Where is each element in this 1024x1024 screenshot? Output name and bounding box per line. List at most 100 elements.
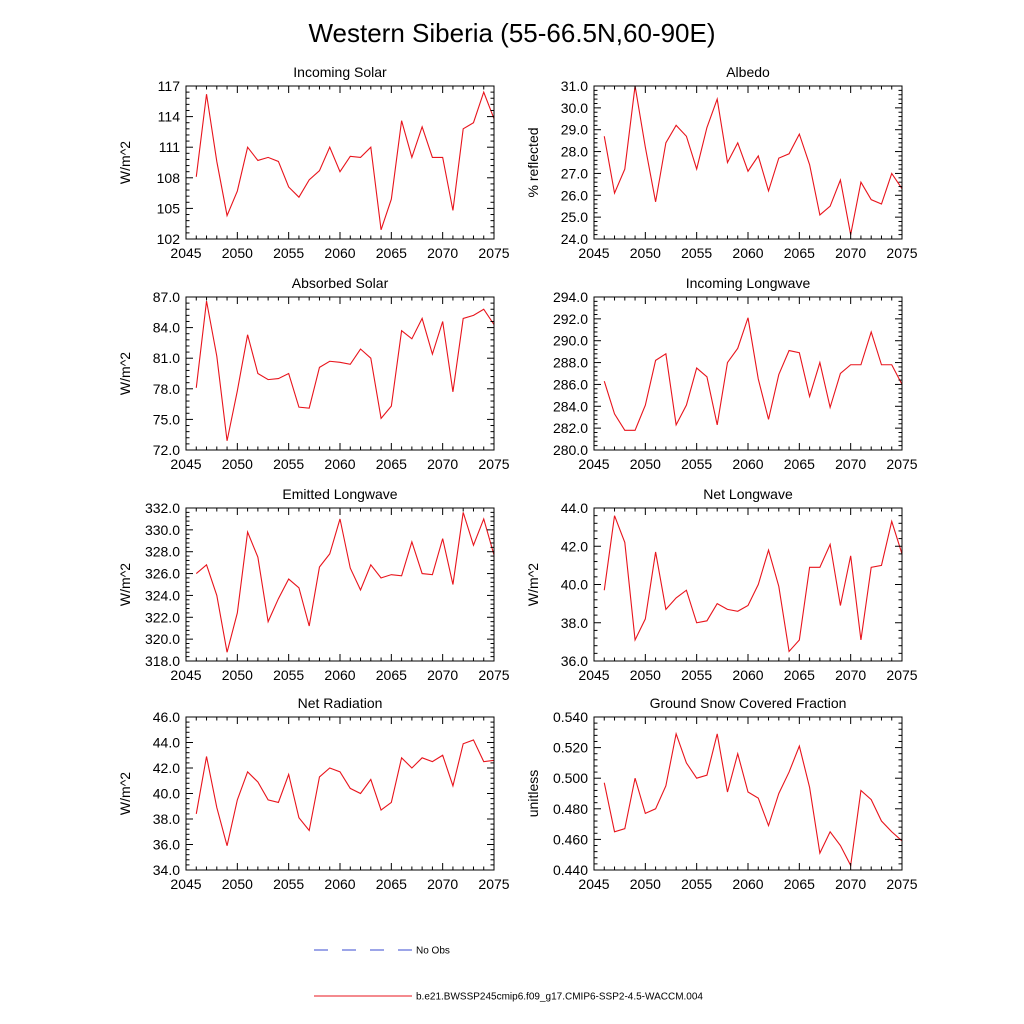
y-axis-label: W/m^2 bbox=[117, 352, 133, 395]
panel-title: Incoming Longwave bbox=[686, 275, 811, 291]
x-tick-label: 2055 bbox=[681, 667, 712, 683]
x-tick-label: 2055 bbox=[273, 667, 304, 683]
x-tick-label: 2045 bbox=[170, 245, 201, 261]
panel-emitted-longwave: Emitted Longwave W/m^2 2045 2050 2055 2060 206… bbox=[117, 486, 510, 683]
series-line bbox=[195, 739, 495, 846]
x-tick-label: 2050 bbox=[222, 456, 253, 472]
y-tick-label: 0.500 bbox=[553, 770, 588, 786]
y-tick-label: 332.0 bbox=[145, 500, 180, 516]
x-tick-label: 2050 bbox=[630, 876, 661, 892]
y-tick-label: 26.0 bbox=[561, 187, 588, 203]
x-tick-label: 2070 bbox=[427, 245, 458, 261]
figure-title: Western Siberia (55-66.5N,60-90E) bbox=[308, 18, 715, 48]
y-tick-label: 34.0 bbox=[153, 862, 180, 878]
y-axis-label: % reflected bbox=[525, 127, 541, 197]
y-tick-label: 292.0 bbox=[553, 311, 588, 327]
x-tick-label: 2055 bbox=[681, 245, 712, 261]
y-tick-label: 40.0 bbox=[153, 786, 180, 802]
y-tick-label: 320.0 bbox=[145, 631, 180, 647]
x-tick-label: 2045 bbox=[578, 456, 609, 472]
y-tick-label: 29.0 bbox=[561, 122, 588, 138]
x-tick-label: 2050 bbox=[222, 876, 253, 892]
x-tick-label: 2065 bbox=[376, 456, 407, 472]
y-tick-label: 0.440 bbox=[553, 862, 588, 878]
y-axis-label: W/m^2 bbox=[117, 772, 133, 815]
y-tick-label: 78.0 bbox=[153, 381, 180, 397]
x-tick-label: 2050 bbox=[222, 245, 253, 261]
x-tick-label: 2055 bbox=[681, 456, 712, 472]
x-tick-label: 2070 bbox=[835, 667, 866, 683]
y-tick-label: 328.0 bbox=[145, 544, 180, 560]
y-tick-label: 322.0 bbox=[145, 609, 180, 625]
y-tick-label: 290.0 bbox=[553, 333, 588, 349]
y-tick-label: 25.0 bbox=[561, 209, 588, 225]
x-tick-label: 2065 bbox=[376, 876, 407, 892]
y-tick-label: 284.0 bbox=[553, 398, 588, 414]
plot-frame bbox=[185, 507, 495, 662]
plot-frame bbox=[185, 716, 495, 871]
y-tick-label: 24.0 bbox=[561, 231, 588, 247]
y-tick-label: 330.0 bbox=[145, 522, 180, 538]
y-tick-label: 42.0 bbox=[561, 538, 588, 554]
panel-net-longwave: Net Longwave W/m^2 2045 2050 2055 2060 2065 207… bbox=[525, 486, 918, 683]
y-axis-label: unitless bbox=[525, 770, 541, 817]
series-line bbox=[195, 90, 495, 230]
series-line bbox=[603, 317, 903, 431]
legend: No Obs b.e21.BWSSP245cmip6.f09_g17.CMIP6… bbox=[314, 946, 703, 1003]
x-tick-label: 2070 bbox=[427, 876, 458, 892]
panel-title: Emitted Longwave bbox=[282, 486, 397, 502]
x-tick-label: 2060 bbox=[732, 456, 763, 472]
x-tick-label: 2060 bbox=[732, 245, 763, 261]
panel-albedo: Albedo % reflected 2045 2050 2055 2060 2065 207… bbox=[525, 64, 918, 261]
x-tick-label: 2070 bbox=[427, 456, 458, 472]
x-tick-label: 2055 bbox=[273, 245, 304, 261]
y-tick-label: 108 bbox=[157, 170, 181, 186]
x-tick-label: 2065 bbox=[784, 667, 815, 683]
x-tick-label: 2045 bbox=[170, 667, 201, 683]
x-tick-label: 2075 bbox=[886, 456, 917, 472]
y-tick-label: 324.0 bbox=[145, 587, 180, 603]
panel-incoming-solar: Incoming Solar W/m^2 2045 2050 2055 2060 2065 2… bbox=[117, 64, 510, 261]
y-tick-label: 28.0 bbox=[561, 144, 588, 160]
y-tick-label: 294.0 bbox=[553, 289, 588, 305]
y-tick-label: 44.0 bbox=[561, 500, 588, 516]
panel-title: Ground Snow Covered Fraction bbox=[650, 695, 847, 711]
x-tick-label: 2070 bbox=[427, 667, 458, 683]
y-tick-label: 87.0 bbox=[153, 289, 180, 305]
legend-obs-label: No Obs bbox=[416, 946, 450, 957]
y-tick-label: 280.0 bbox=[553, 442, 588, 458]
x-tick-label: 2075 bbox=[886, 667, 917, 683]
series-line bbox=[603, 515, 903, 653]
y-tick-label: 44.0 bbox=[153, 735, 180, 751]
x-tick-label: 2075 bbox=[478, 456, 509, 472]
x-tick-label: 2075 bbox=[886, 245, 917, 261]
y-tick-label: 0.460 bbox=[553, 831, 588, 847]
series-line bbox=[603, 731, 903, 868]
y-tick-label: 0.540 bbox=[553, 709, 588, 725]
x-tick-label: 2060 bbox=[324, 245, 355, 261]
y-tick-label: 114 bbox=[158, 109, 181, 125]
x-tick-label: 2060 bbox=[324, 876, 355, 892]
panel-title: Albedo bbox=[726, 64, 770, 80]
y-tick-label: 36.0 bbox=[561, 653, 588, 669]
panel-title: Net Radiation bbox=[298, 695, 383, 711]
y-axis-label: W/m^2 bbox=[525, 563, 541, 606]
y-tick-label: 36.0 bbox=[153, 837, 180, 853]
panel-title: Incoming Solar bbox=[293, 64, 387, 80]
y-tick-label: 288.0 bbox=[553, 355, 588, 371]
x-tick-label: 2060 bbox=[732, 876, 763, 892]
y-tick-label: 30.0 bbox=[561, 100, 588, 116]
x-tick-label: 2050 bbox=[222, 667, 253, 683]
y-tick-label: 105 bbox=[157, 200, 181, 216]
x-tick-label: 2070 bbox=[835, 245, 866, 261]
y-tick-label: 84.0 bbox=[153, 320, 180, 336]
x-tick-label: 2060 bbox=[324, 456, 355, 472]
series-line bbox=[195, 512, 495, 653]
y-axis-label: W/m^2 bbox=[117, 563, 133, 606]
y-tick-label: 318.0 bbox=[145, 653, 180, 669]
x-tick-label: 2065 bbox=[784, 876, 815, 892]
y-tick-label: 72.0 bbox=[153, 442, 180, 458]
series-line bbox=[195, 300, 495, 441]
y-tick-label: 42.0 bbox=[153, 760, 180, 776]
